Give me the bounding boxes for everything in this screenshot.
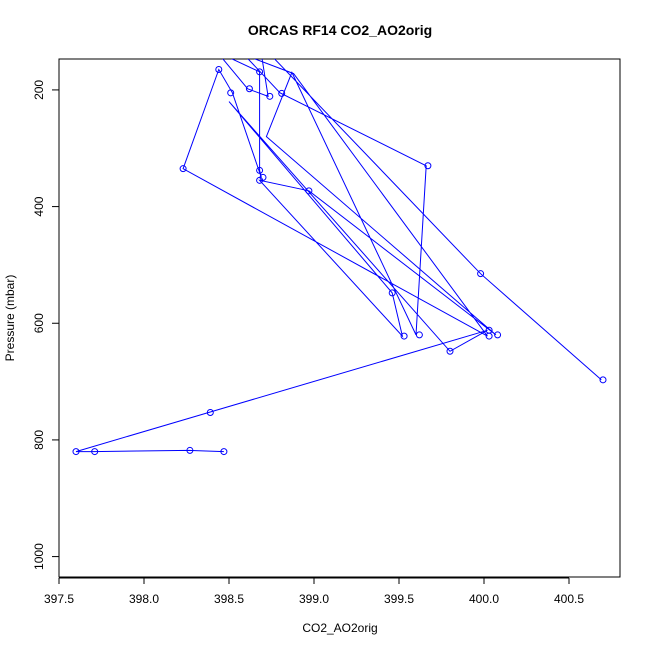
data-point bbox=[186, 446, 194, 454]
x-tick-label: 399.0 bbox=[299, 592, 329, 606]
chart-title: ORCAS RF14 CO2_AO2orig bbox=[248, 22, 432, 38]
data-point bbox=[259, 173, 267, 181]
x-tick-label: 398.0 bbox=[129, 592, 159, 606]
x-tick-label: 397.5 bbox=[44, 592, 74, 606]
data-point bbox=[599, 376, 607, 384]
y-tick-label: 1000 bbox=[32, 543, 46, 570]
y-tick-label: 800 bbox=[32, 430, 46, 450]
data-point bbox=[91, 448, 99, 456]
data-point bbox=[266, 92, 274, 100]
x-axis-label: CO2_AO2orig bbox=[302, 621, 377, 635]
data-point bbox=[72, 448, 80, 456]
data-point bbox=[215, 66, 223, 73]
data-point bbox=[278, 89, 286, 97]
plot-frame bbox=[58, 58, 621, 578]
data-point bbox=[477, 270, 485, 278]
data-point bbox=[415, 331, 423, 339]
data-point bbox=[220, 448, 228, 456]
y-axis-label: Pressure (mbar) bbox=[3, 275, 17, 362]
y-axis: 200 400 600 800 1000 bbox=[32, 80, 60, 570]
data-point bbox=[400, 332, 408, 340]
data-point bbox=[424, 162, 432, 170]
data-point bbox=[227, 89, 235, 97]
data-point bbox=[485, 332, 493, 340]
data-point bbox=[388, 289, 396, 297]
x-tick-label: 398.5 bbox=[214, 592, 244, 606]
data-point bbox=[256, 166, 264, 174]
data-point bbox=[494, 331, 502, 339]
data-point bbox=[446, 347, 454, 355]
x-axis: 397.5 398.0 398.5 399.0 399.5 400.0 400.5 bbox=[44, 577, 584, 606]
y-tick-label: 400 bbox=[32, 196, 46, 216]
x-tick-label: 400.0 bbox=[469, 592, 499, 606]
series-layer bbox=[72, 59, 607, 456]
y-tick-label: 200 bbox=[32, 80, 46, 100]
data-point bbox=[245, 85, 253, 93]
x-tick-label: 399.5 bbox=[384, 592, 414, 606]
data-point bbox=[256, 68, 264, 76]
data-point bbox=[305, 187, 313, 195]
data-point bbox=[179, 165, 187, 173]
y-tick-label: 600 bbox=[32, 313, 46, 333]
x-tick-label: 400.5 bbox=[554, 592, 584, 606]
series-line bbox=[75, 59, 602, 453]
data-point bbox=[206, 409, 214, 416]
